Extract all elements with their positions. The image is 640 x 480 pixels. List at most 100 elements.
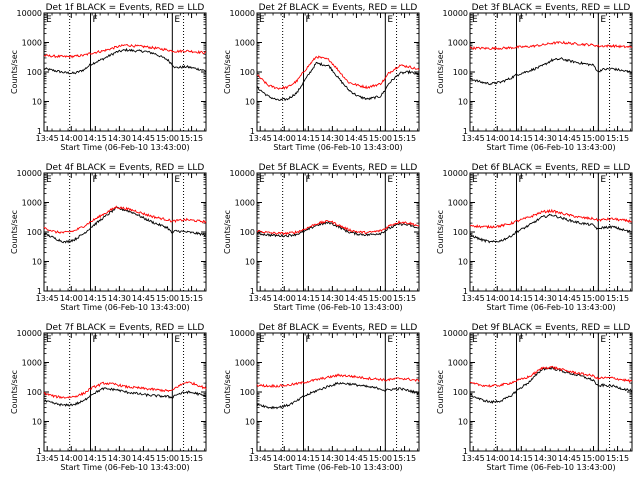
panel-title: Det 8f BLACK = Events, RED = LLD [259,323,418,333]
y-tick-label: 1 [463,287,468,296]
y-tick-label: 10000 [230,329,255,338]
x-axis-label: Start Time (06-Feb-10 13:43:00) [273,143,402,152]
panel-7: Det 7f BLACK = Events, RED = LLD 1 10 100 10… [10,323,207,472]
y-tick-label: 100 [240,228,255,237]
y-tick-label: 1000 [22,359,42,368]
series-line-lld [43,381,207,400]
flag-label: F [93,175,98,185]
x-axis-label: Start Time (06-Feb-10 13:43:00) [486,463,615,472]
y-axis-label: Counts/sec [223,210,232,254]
x-tick-label: 14:15 [510,134,533,143]
series-line-lld [469,40,633,51]
y-tick-label: 1 [463,447,468,456]
x-tick-label: 14:30 [534,134,557,143]
y-tick-label: 10000 [443,9,468,18]
y-tick-label: 1000 [448,359,468,368]
x-axis-label: Start Time (06-Feb-10 13:43:00) [60,303,189,312]
x-tick-label: 15:15 [180,294,203,303]
x-tick-label: 14:45 [345,294,368,303]
flag-label: E [387,175,393,185]
plot-frame [256,12,420,132]
y-tick-label: 10 [458,418,468,427]
x-tick-label: 15:15 [606,454,629,463]
panel-title: Det 5f BLACK = Events, RED = LLD [259,163,418,173]
panel-title: Det 6f BLACK = Events, RED = LLD [472,163,631,173]
flag-label: F [519,175,524,185]
flag-label: E [387,335,393,345]
flag-label: E [46,175,52,185]
x-tick-label: 14:00 [60,454,83,463]
x-tick-label: 14:15 [297,294,320,303]
flag-label: E [600,15,606,25]
x-tick-label: 14:30 [108,134,131,143]
x-tick-label: 13:45 [249,134,272,143]
y-axis-label: Counts/sec [223,370,232,414]
y-tick-label: 10 [32,418,42,427]
x-tick-label: 14:15 [510,454,533,463]
x-axis-label: Start Time (06-Feb-10 13:43:00) [60,463,189,472]
y-tick-label: 10 [245,258,255,267]
y-tick-label: 10 [32,258,42,267]
x-tick-label: 15:00 [369,134,392,143]
y-tick-label: 10000 [17,169,42,178]
y-tick-label: 100 [453,228,468,237]
x-tick-label: 14:30 [108,454,131,463]
x-tick-label: 14:45 [558,454,581,463]
x-tick-label: 15:00 [582,454,605,463]
y-tick-label: 1 [37,287,42,296]
x-tick-label: 13:45 [462,134,485,143]
y-tick-label: 10000 [17,9,42,18]
y-tick-label: 10 [245,418,255,427]
y-tick-label: 1000 [235,359,255,368]
panel-3: Det 3f BLACK = Events, RED = LLD 1 10 100 10… [436,3,633,152]
y-tick-label: 10000 [230,9,255,18]
x-axis-label: Start Time (06-Feb-10 13:43:00) [273,303,402,312]
series-line-lld [469,365,633,388]
x-tick-label: 14:15 [297,454,320,463]
series-line-lld [43,205,207,235]
x-tick-label: 13:45 [462,454,485,463]
x-tick-label: 13:45 [249,454,272,463]
x-tick-label: 15:15 [393,294,416,303]
series-line-events [469,213,633,244]
x-axis-label: Start Time (06-Feb-10 13:43:00) [60,143,189,152]
plot-frame [469,332,633,452]
series-line-lld [256,55,420,90]
panel-title: Det 2f BLACK = Events, RED = LLD [259,3,418,13]
y-tick-label: 1000 [22,39,42,48]
panel-9: Det 9f BLACK = Events, RED = LLD 1 10 100 10… [436,323,633,472]
x-tick-label: 14:45 [558,294,581,303]
x-tick-label: 14:00 [60,294,83,303]
x-tick-label: 15:15 [393,134,416,143]
x-tick-label: 14:15 [84,294,107,303]
x-tick-label: 13:45 [462,294,485,303]
flag-label: E [472,335,478,345]
x-tick-label: 15:00 [156,454,179,463]
x-tick-label: 14:45 [558,134,581,143]
x-tick-label: 15:15 [606,294,629,303]
flag-label: E [259,335,265,345]
series-line-lld [469,208,633,230]
x-tick-label: 14:30 [108,294,131,303]
x-tick-label: 15:00 [156,134,179,143]
x-tick-label: 14:00 [486,454,509,463]
flag-label: E [46,335,52,345]
y-tick-label: 1000 [448,39,468,48]
series-line-events [43,206,207,244]
flag-label: E [259,15,265,25]
y-tick-label: 100 [27,68,42,77]
y-tick-label: 10 [458,98,468,107]
y-tick-label: 10000 [230,169,255,178]
plot-frame [469,12,633,132]
panel-1: Det 1f BLACK = Events, RED = LLD 1 10 100 10… [10,3,207,152]
x-tick-label: 14:15 [297,134,320,143]
x-tick-label: 14:00 [60,134,83,143]
flag-label: E [174,335,180,345]
series-line-lld [256,373,420,389]
y-tick-label: 1000 [22,199,42,208]
x-tick-label: 15:15 [180,454,203,463]
plot-frame [256,332,420,452]
flag-label: F [519,15,524,25]
series-line-events [256,61,420,102]
